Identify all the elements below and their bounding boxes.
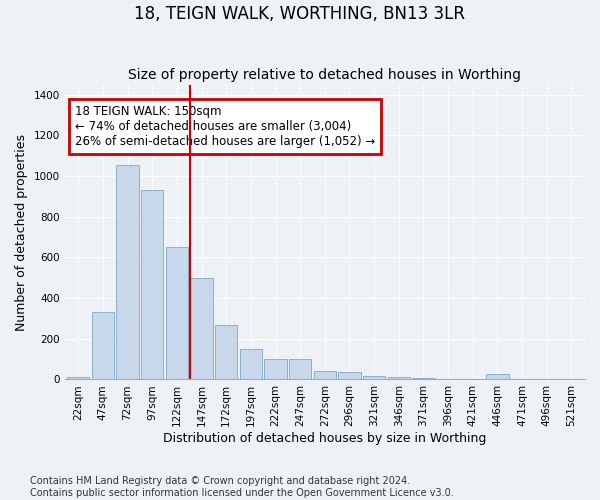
Bar [190, 278, 212, 380]
Bar [92, 312, 114, 380]
Bar [412, 378, 434, 380]
Bar [240, 349, 262, 380]
Bar [388, 378, 410, 380]
Bar [289, 359, 311, 380]
Bar [338, 372, 361, 380]
Bar [363, 376, 385, 380]
Y-axis label: Number of detached properties: Number of detached properties [15, 134, 28, 330]
Text: Contains HM Land Registry data © Crown copyright and database right 2024.
Contai: Contains HM Land Registry data © Crown c… [30, 476, 454, 498]
Bar [67, 378, 89, 380]
Text: 18, TEIGN WALK, WORTHING, BN13 3LR: 18, TEIGN WALK, WORTHING, BN13 3LR [134, 5, 466, 23]
Bar [314, 372, 336, 380]
X-axis label: Distribution of detached houses by size in Worthing: Distribution of detached houses by size … [163, 432, 487, 445]
Bar [116, 165, 139, 380]
Text: 18 TEIGN WALK: 150sqm
← 74% of detached houses are smaller (3,004)
26% of semi-d: 18 TEIGN WALK: 150sqm ← 74% of detached … [75, 105, 376, 148]
Bar [141, 190, 163, 380]
Bar [265, 359, 287, 380]
Bar [166, 248, 188, 380]
Bar [487, 374, 509, 380]
Bar [215, 324, 237, 380]
Title: Size of property relative to detached houses in Worthing: Size of property relative to detached ho… [128, 68, 521, 82]
